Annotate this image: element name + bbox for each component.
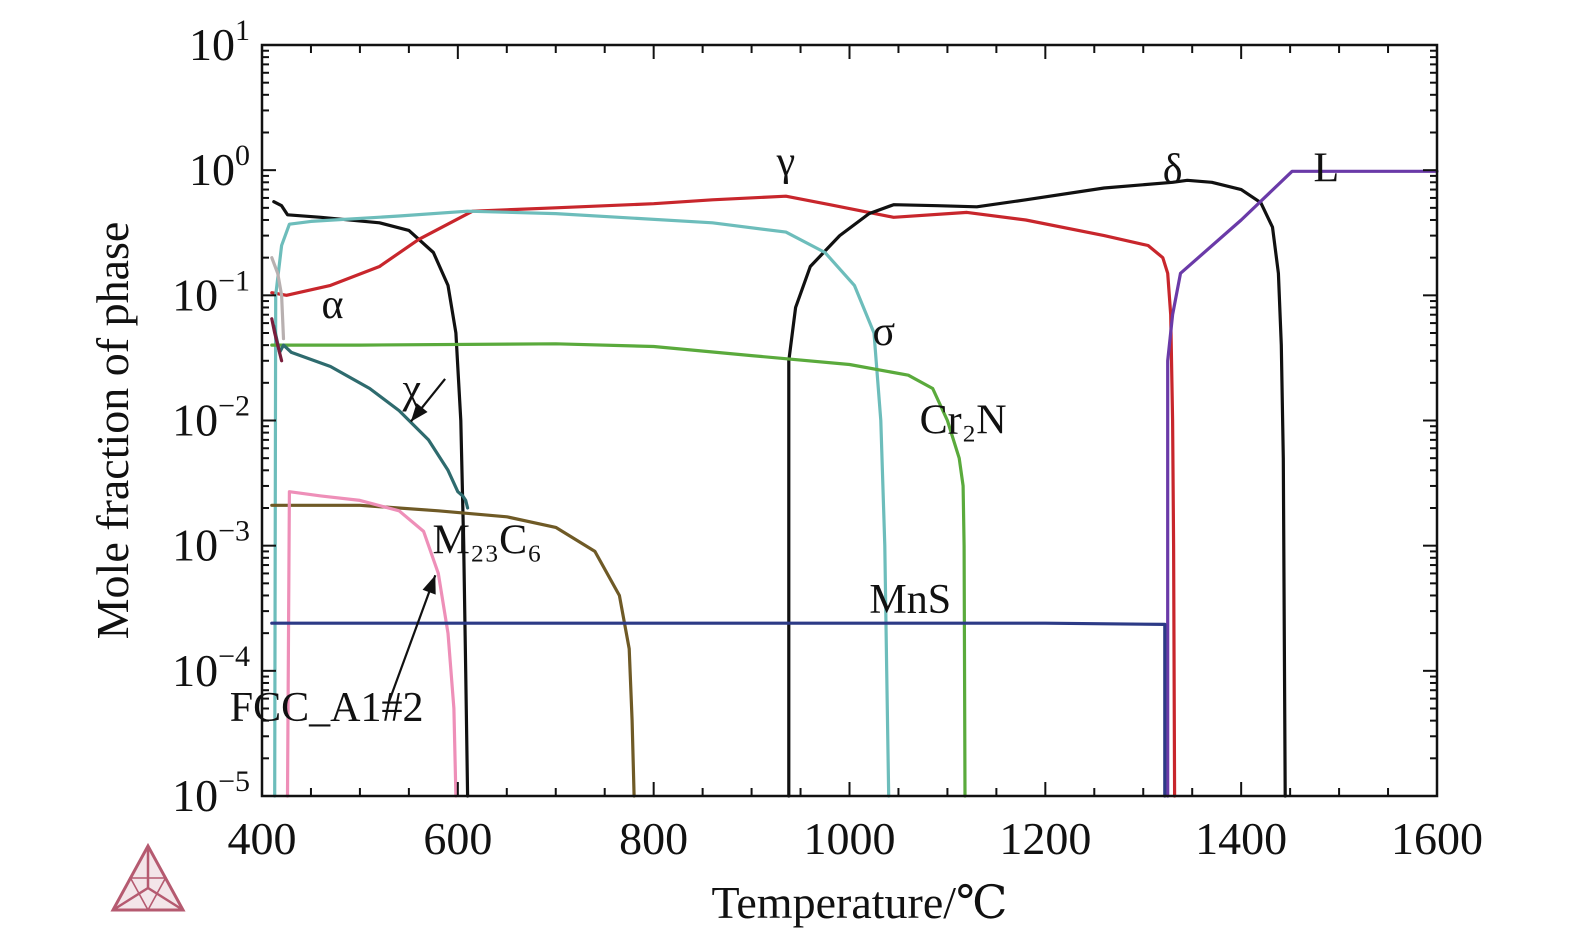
y-tick-label: 10−2 <box>172 390 250 446</box>
y-tick-label: 10−1 <box>172 264 250 320</box>
y-tick-label: 10−3 <box>172 515 250 571</box>
series-label: L <box>1314 146 1340 192</box>
x-tick-label: 1200 <box>999 813 1091 864</box>
series-label: Cr₂N <box>920 397 1007 443</box>
x-tick-label: 800 <box>619 813 688 864</box>
x-tick-label: 1600 <box>1391 813 1483 864</box>
series-line-MnS <box>270 621 1167 798</box>
x-tick-label: 600 <box>423 813 492 864</box>
series-label: χ <box>401 367 421 413</box>
x-tick-label: 400 <box>228 813 297 864</box>
series-line-γ <box>270 194 1177 798</box>
annotation-arrow-χ <box>409 378 446 423</box>
x-tick-label: 1000 <box>804 813 896 864</box>
series-line-χ <box>272 324 470 510</box>
annotation-arrow-FCC_A1#2 <box>388 574 437 702</box>
annotation-layer <box>388 378 446 702</box>
series-line-σ <box>273 209 891 798</box>
series-line-δ <box>787 178 1287 798</box>
y-tick-label: 101 <box>189 14 250 70</box>
series-line-FCC_A1#2 <box>285 490 458 798</box>
y-tick-label: 100 <box>189 139 250 195</box>
series-line-minor-11 <box>270 317 284 363</box>
series-label: δ <box>1163 147 1183 193</box>
tick-layer <box>261 44 1438 797</box>
tick-label-layer: 400 600 800 1000 1200 1400 1600 101 100 10−1 10−2 1… <box>172 14 1483 864</box>
series-label: α <box>321 282 343 328</box>
series-line-minor-10 <box>270 256 286 341</box>
series-label: γ <box>776 139 796 185</box>
series-line-α <box>272 200 470 798</box>
phase-label-layer: α γ δ Lσ Cr₂N χ M₂₃C₆ FCC_A1#2 MnS <box>230 139 1339 731</box>
x-tick-label: 1400 <box>1195 813 1287 864</box>
thermo-calc-logo <box>110 842 186 912</box>
x-axis-title: Temperature/℃ <box>712 877 1008 928</box>
series-line-M₂₃C₆ <box>270 503 636 798</box>
series-label: σ <box>872 309 895 355</box>
series-label: MnS <box>869 577 951 623</box>
y-axis-title: Mole fraction of phase <box>87 222 138 640</box>
series-line-L <box>1166 169 1439 798</box>
series-label: FCC_A1#2 <box>230 685 424 731</box>
series-line-Cr₂N <box>270 342 967 798</box>
series-label: M₂₃C₆ <box>433 518 542 564</box>
series-layer <box>270 169 1439 798</box>
plot-frame <box>260 43 1439 798</box>
